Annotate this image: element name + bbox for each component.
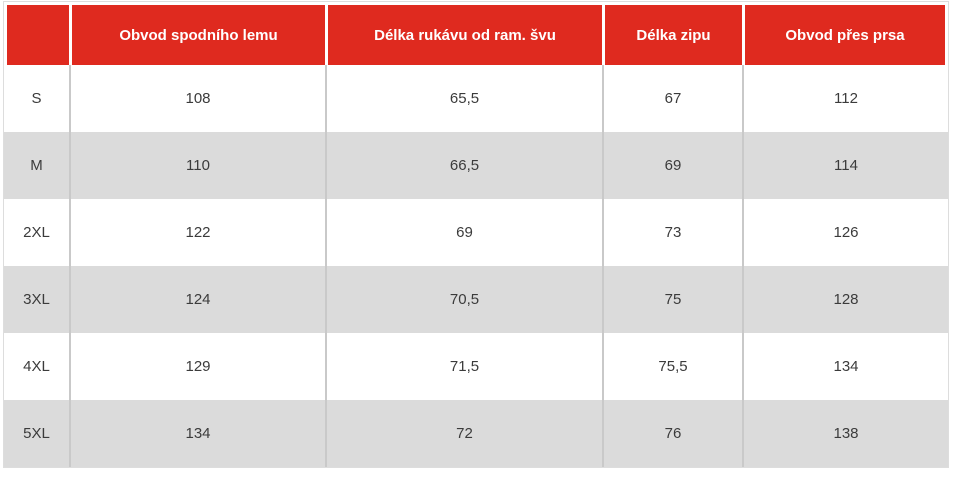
table-cell: 75,5 bbox=[602, 333, 742, 400]
table-cell: 134 bbox=[742, 333, 948, 400]
table-row-4xl: 4XL 129 71,5 75,5 134 bbox=[4, 333, 948, 400]
table-cell: 70,5 bbox=[325, 266, 602, 333]
table-cell: 69 bbox=[325, 199, 602, 266]
table-row-5xl: 5XL 134 72 76 138 bbox=[4, 400, 948, 467]
row-label: 3XL bbox=[4, 266, 69, 333]
row-label: 4XL bbox=[4, 333, 69, 400]
table-cell: 71,5 bbox=[325, 333, 602, 400]
table-cell: 75 bbox=[602, 266, 742, 333]
row-label: 2XL bbox=[4, 199, 69, 266]
table-row-2xl: 2XL 122 69 73 126 bbox=[4, 199, 948, 266]
table-row-s: S 108 65,5 67 112 bbox=[4, 65, 948, 132]
column-header-sleeve-length: Délka rukávu od ram. švu bbox=[325, 2, 602, 65]
table-cell: 122 bbox=[69, 199, 325, 266]
table-cell: 73 bbox=[602, 199, 742, 266]
table-cell: 110 bbox=[69, 132, 325, 199]
table-cell: 134 bbox=[69, 400, 325, 467]
table-cell: 129 bbox=[69, 333, 325, 400]
table-cell: 108 bbox=[69, 65, 325, 132]
table-cell: 76 bbox=[602, 400, 742, 467]
table-cell: 67 bbox=[602, 65, 742, 132]
table-cell: 72 bbox=[325, 400, 602, 467]
table-cell: 66,5 bbox=[325, 132, 602, 199]
table-cell: 112 bbox=[742, 65, 948, 132]
table-cell: 126 bbox=[742, 199, 948, 266]
row-label: M bbox=[4, 132, 69, 199]
column-header-bottom-hem-circumference: Obvod spodního lemu bbox=[69, 2, 325, 65]
table-cell: 138 bbox=[742, 400, 948, 467]
table-cell: 124 bbox=[69, 266, 325, 333]
row-label: 5XL bbox=[4, 400, 69, 467]
table-cell: 128 bbox=[742, 266, 948, 333]
column-header-size bbox=[4, 2, 69, 65]
table-cell: 114 bbox=[742, 132, 948, 199]
table-cell: 69 bbox=[602, 132, 742, 199]
size-table: Obvod spodního lemu Délka rukávu od ram.… bbox=[3, 1, 949, 468]
column-header-zip-length: Délka zipu bbox=[602, 2, 742, 65]
header-row: Obvod spodního lemu Délka rukávu od ram.… bbox=[4, 2, 948, 65]
row-label: S bbox=[4, 65, 69, 132]
table-cell: 65,5 bbox=[325, 65, 602, 132]
table-row-3xl: 3XL 124 70,5 75 128 bbox=[4, 266, 948, 333]
table-row-m: M 110 66,5 69 114 bbox=[4, 132, 948, 199]
column-header-chest-circumference: Obvod přes prsa bbox=[742, 2, 948, 65]
